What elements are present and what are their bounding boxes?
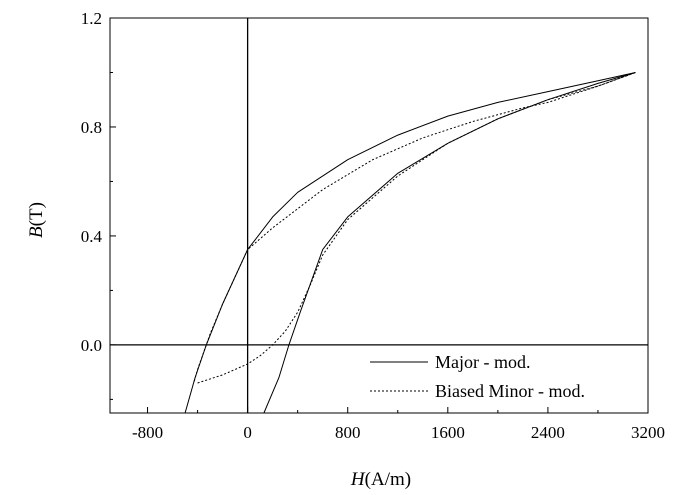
y-tick-label: 1.2	[81, 9, 102, 28]
y-tick-label: 0.0	[81, 336, 102, 355]
y-tick-label: 0.8	[81, 118, 102, 137]
x-tick-label: 3200	[631, 423, 665, 442]
legend: Major - mod. Biased Minor - mod.	[370, 352, 585, 401]
zero-lines	[110, 18, 648, 413]
y-tick-label: 0.4	[81, 227, 103, 246]
y-axis-var: B	[26, 226, 47, 238]
x-axis-unit: (A/m)	[365, 469, 411, 490]
x-tick-label: 0	[243, 423, 252, 442]
legend-label-major: Major - mod.	[435, 352, 530, 372]
series-layer	[184, 72, 636, 414]
axis-tick-labels: -800 0 800 1600 2400 3200 0.0 0.4 0.8 1.2	[81, 9, 665, 442]
x-axis-title: H(A/m)	[350, 469, 411, 490]
x-axis-var: H	[350, 469, 366, 490]
x-tick-label: 1600	[431, 423, 465, 442]
biased-minor-loop-branch	[197, 72, 636, 384]
plot-frame	[109, 17, 649, 414]
x-tick-label: 2400	[531, 423, 565, 442]
x-tick-label: -800	[132, 423, 163, 442]
y-axis-unit: (T)	[26, 202, 47, 226]
x-tick-label: 800	[335, 423, 361, 442]
legend-label-minor: Biased Minor - mod.	[435, 381, 585, 401]
axis-ticks	[110, 17, 649, 413]
biased-minor-loop-branch	[193, 72, 636, 384]
y-axis-title: B(T)	[26, 202, 47, 238]
